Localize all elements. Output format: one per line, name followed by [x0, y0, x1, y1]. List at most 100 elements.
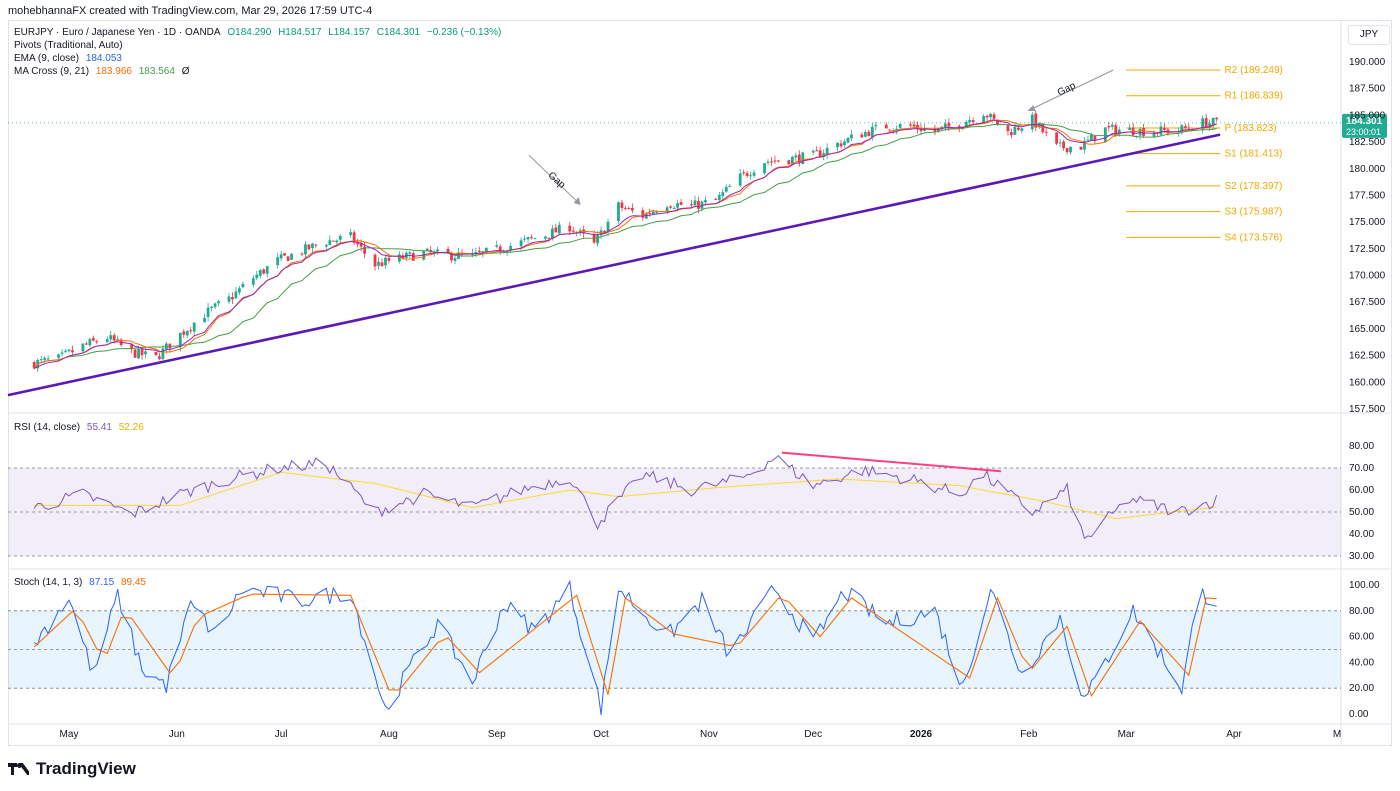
candle [745, 170, 749, 179]
candle-body [1065, 148, 1069, 153]
candle-body [874, 125, 878, 127]
candle [620, 199, 624, 212]
candle-body [1093, 135, 1097, 142]
symbol-label[interactable]: EURJPY · Euro / Japanese Yen · 1D · OAND… [14, 27, 221, 38]
candle-body [714, 198, 718, 200]
candle [373, 253, 377, 271]
candle-body [523, 238, 526, 240]
support-trendline [7, 133, 1221, 397]
candle [679, 198, 683, 206]
candle-body [1204, 118, 1208, 128]
candle-body [279, 254, 283, 259]
candle [763, 162, 766, 175]
candle-body [672, 207, 676, 209]
candle-body [307, 244, 311, 250]
candle-body [203, 317, 207, 323]
tradingview-logo[interactable]: TradingView [8, 759, 136, 779]
price-tick-label: 162.500 [1349, 351, 1386, 362]
candle [1211, 117, 1215, 129]
candle [105, 336, 109, 344]
rsi-tick-label: 30.00 [1349, 551, 1374, 562]
candle-body [603, 230, 606, 233]
candle [64, 348, 67, 353]
candle [811, 149, 815, 156]
candle-body [1142, 128, 1145, 136]
price-tick-label: 172.500 [1349, 244, 1386, 255]
candle-body [571, 230, 575, 232]
candle-body [338, 235, 342, 240]
gap-label: Gap [1056, 80, 1078, 99]
candle [81, 343, 85, 353]
ema-label[interactable]: EMA (9, close) [14, 53, 80, 64]
candle-body [1006, 124, 1010, 132]
candle-body [1117, 129, 1121, 135]
time-tick-label: Nov [700, 729, 718, 740]
candle [1013, 122, 1017, 136]
candle-body [651, 211, 655, 215]
candle [408, 250, 412, 259]
candle-body [665, 207, 669, 212]
price-tick-label: 180.000 [1349, 164, 1386, 175]
pivots-label[interactable]: Pivots (Traditional, Auto) [14, 40, 123, 51]
time-tick-label: Jun [169, 729, 185, 740]
ma-slow-line [33, 123, 1217, 369]
candle-body [1086, 139, 1090, 141]
candle-body [1183, 126, 1187, 128]
candle [1131, 122, 1135, 137]
candle [43, 356, 47, 364]
candle [95, 339, 99, 345]
candle [328, 235, 332, 246]
time-tick-label: Feb [1020, 729, 1038, 740]
currency-button[interactable]: JPY [1348, 25, 1390, 45]
stoch-k-value: 87.15 [89, 577, 115, 588]
candle [206, 302, 210, 322]
candle [530, 234, 533, 240]
candle [874, 121, 878, 131]
candle [133, 348, 137, 359]
candle [742, 169, 746, 176]
ma-cross-label[interactable]: MA Cross (9, 21) [14, 66, 90, 77]
candle-body [526, 237, 530, 240]
candle-body [477, 250, 481, 253]
stoch-legend: Stoch (14, 1, 3) 87.15 89.45 [14, 576, 150, 589]
candle [154, 351, 158, 357]
candle-body [717, 194, 721, 200]
candle-body [251, 278, 255, 285]
ma-extra-value: Ø [181, 66, 190, 77]
candle-body [794, 155, 798, 158]
candle [238, 285, 241, 296]
candle-body [982, 116, 986, 124]
candle-body [745, 173, 749, 176]
candle-body [158, 356, 161, 359]
candle-body [408, 252, 412, 254]
candle-body [996, 119, 999, 125]
candle-body [109, 335, 113, 340]
candle-body [846, 137, 850, 143]
rsi-tick-label: 40.00 [1349, 529, 1374, 540]
price-tag-value: 184.301 [1346, 116, 1383, 127]
candle [1086, 135, 1090, 143]
candle [836, 142, 839, 152]
candle [860, 132, 864, 138]
candle [286, 256, 290, 261]
candle-body [943, 123, 947, 128]
candle-body [547, 237, 551, 239]
candle-body [67, 349, 71, 352]
candle-body [648, 212, 652, 214]
candle [801, 151, 805, 165]
time-tick-label: Apr [1226, 729, 1242, 740]
candle-body [968, 119, 972, 123]
candle [210, 305, 213, 312]
candle [255, 270, 259, 280]
price-tick-label: 170.000 [1349, 271, 1386, 282]
price-tick-label: 182.500 [1349, 137, 1386, 148]
candle-body [450, 252, 453, 261]
price-tag-countdown: 23:00:01 [1346, 127, 1381, 137]
rsi-label[interactable]: RSI (14, close) [14, 422, 81, 433]
stoch-label[interactable]: Stoch (14, 1, 3) [14, 577, 83, 588]
candle [777, 160, 780, 163]
candle-body [742, 172, 746, 174]
rsi-divergence-line [781, 451, 1002, 473]
candle [380, 258, 384, 267]
